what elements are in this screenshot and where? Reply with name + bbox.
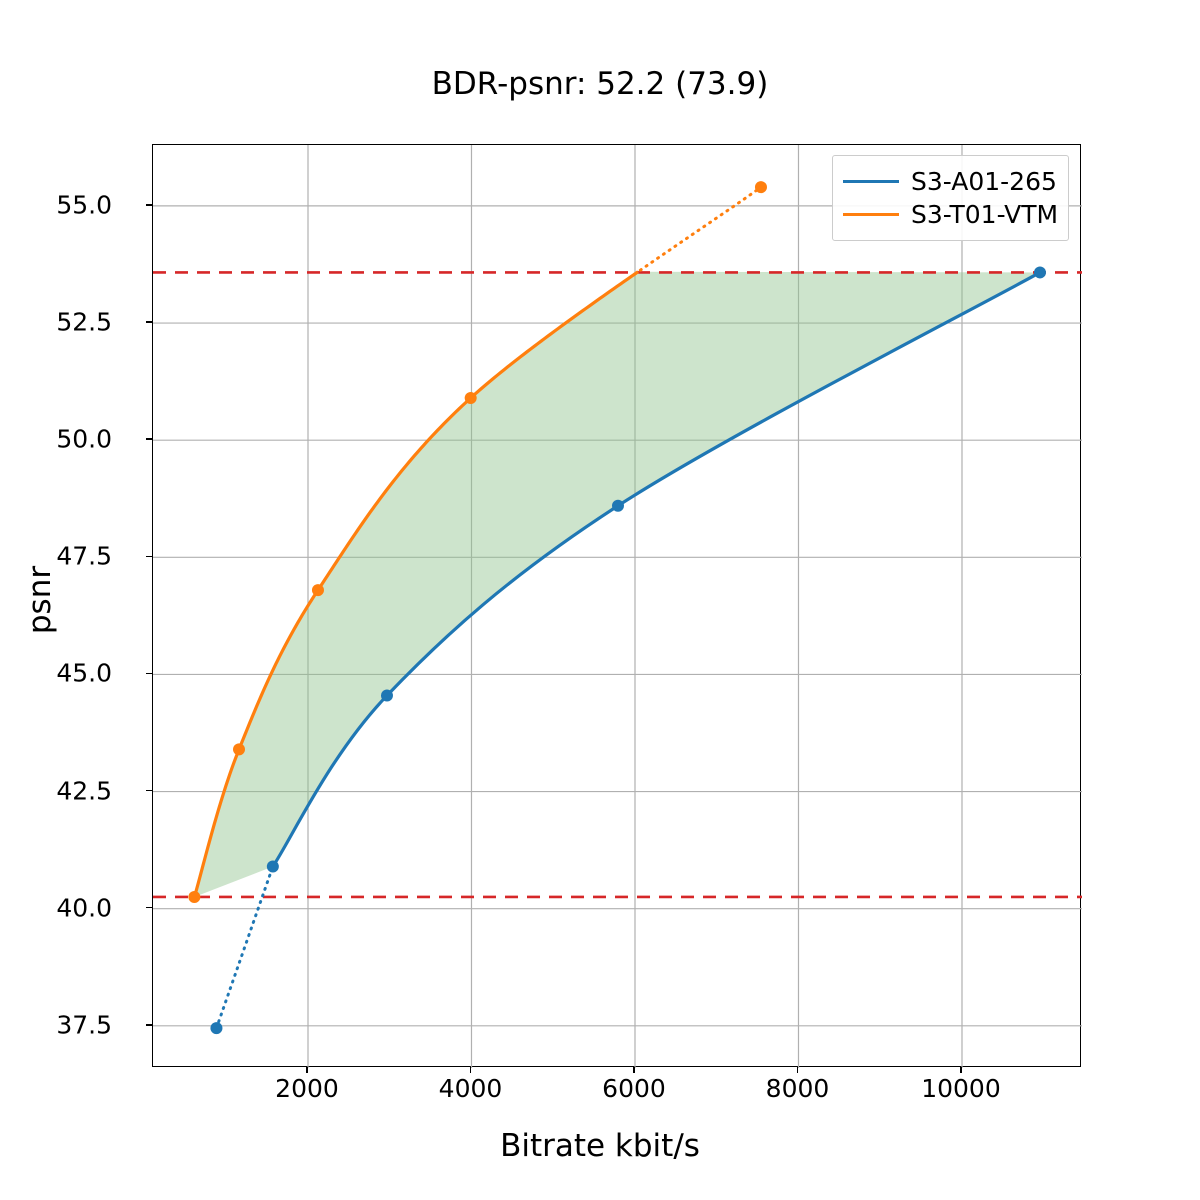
series-1-data-point <box>754 181 767 194</box>
plot-area <box>152 144 1082 1068</box>
axis-tick-mark <box>146 789 152 792</box>
series-0-data-point <box>266 860 279 873</box>
x-tick-label: 10000 <box>921 1074 1001 1103</box>
legend-item-series-1[interactable]: S3-T01-VTM <box>843 198 1058 231</box>
axis-tick-mark <box>146 672 152 675</box>
axis-tick-mark <box>146 555 152 557</box>
y-tick-label: 52.5 <box>56 307 112 337</box>
y-tick-label: 45.0 <box>56 658 112 688</box>
axis-tick-mark <box>306 1067 308 1073</box>
axis-tick-mark <box>146 321 152 323</box>
series-1-data-point <box>464 392 477 405</box>
series-1-dotted-segment <box>633 185 763 276</box>
axis-tick-mark <box>960 1067 962 1073</box>
series-1-data-point <box>233 743 246 756</box>
series-0-dotted-segment <box>214 865 275 1030</box>
legend-label-series-0: S3-A01-265 <box>911 167 1057 196</box>
legend-swatch-series-1 <box>843 213 899 216</box>
shaded-bdr-region <box>194 271 1040 897</box>
x-tick-label: 6000 <box>602 1074 666 1103</box>
series-1-data-point <box>188 890 201 903</box>
series-0-data-point <box>611 499 624 512</box>
x-tick-label: 4000 <box>438 1074 503 1103</box>
y-axis-label: psnr <box>22 565 59 635</box>
y-tick-label: 50.0 <box>56 424 112 454</box>
axis-tick-mark <box>796 1067 799 1073</box>
legend-swatch-series-0 <box>843 180 899 183</box>
axis-tick-mark <box>146 204 152 206</box>
y-tick-label: 55.0 <box>56 190 112 220</box>
y-tick-label: 40.0 <box>56 893 112 923</box>
x-tick-label: 2000 <box>275 1074 339 1103</box>
x-tick-label: 8000 <box>765 1074 830 1103</box>
y-tick-label: 47.5 <box>56 541 112 571</box>
series-0-data-point <box>1033 266 1046 279</box>
axis-tick-mark <box>146 1024 152 1026</box>
y-tick-label: 37.5 <box>56 1010 112 1040</box>
plot-canvas <box>153 145 1082 1068</box>
axis-tick-mark <box>469 1067 472 1073</box>
series-0-line <box>271 271 1041 868</box>
legend-item-series-0[interactable]: S3-A01-265 <box>843 165 1058 198</box>
series-1-line <box>192 270 640 898</box>
chart-legend: S3-A01-265 S3-T01-VTM <box>832 155 1069 241</box>
y-tick-label: 42.5 <box>56 776 112 806</box>
axis-tick-mark <box>146 907 152 909</box>
series-0-data-point <box>380 689 393 702</box>
series-1-data-point <box>311 584 324 597</box>
axis-tick-mark <box>633 1067 635 1073</box>
axis-tick-mark <box>146 438 152 440</box>
legend-label-series-1: S3-T01-VTM <box>911 200 1059 229</box>
x-axis-label: Bitrate kbit/s <box>500 1128 700 1164</box>
series-0-data-point <box>210 1022 223 1035</box>
chart-title: BDR-psnr: 52.2 (73.9) <box>431 66 769 102</box>
